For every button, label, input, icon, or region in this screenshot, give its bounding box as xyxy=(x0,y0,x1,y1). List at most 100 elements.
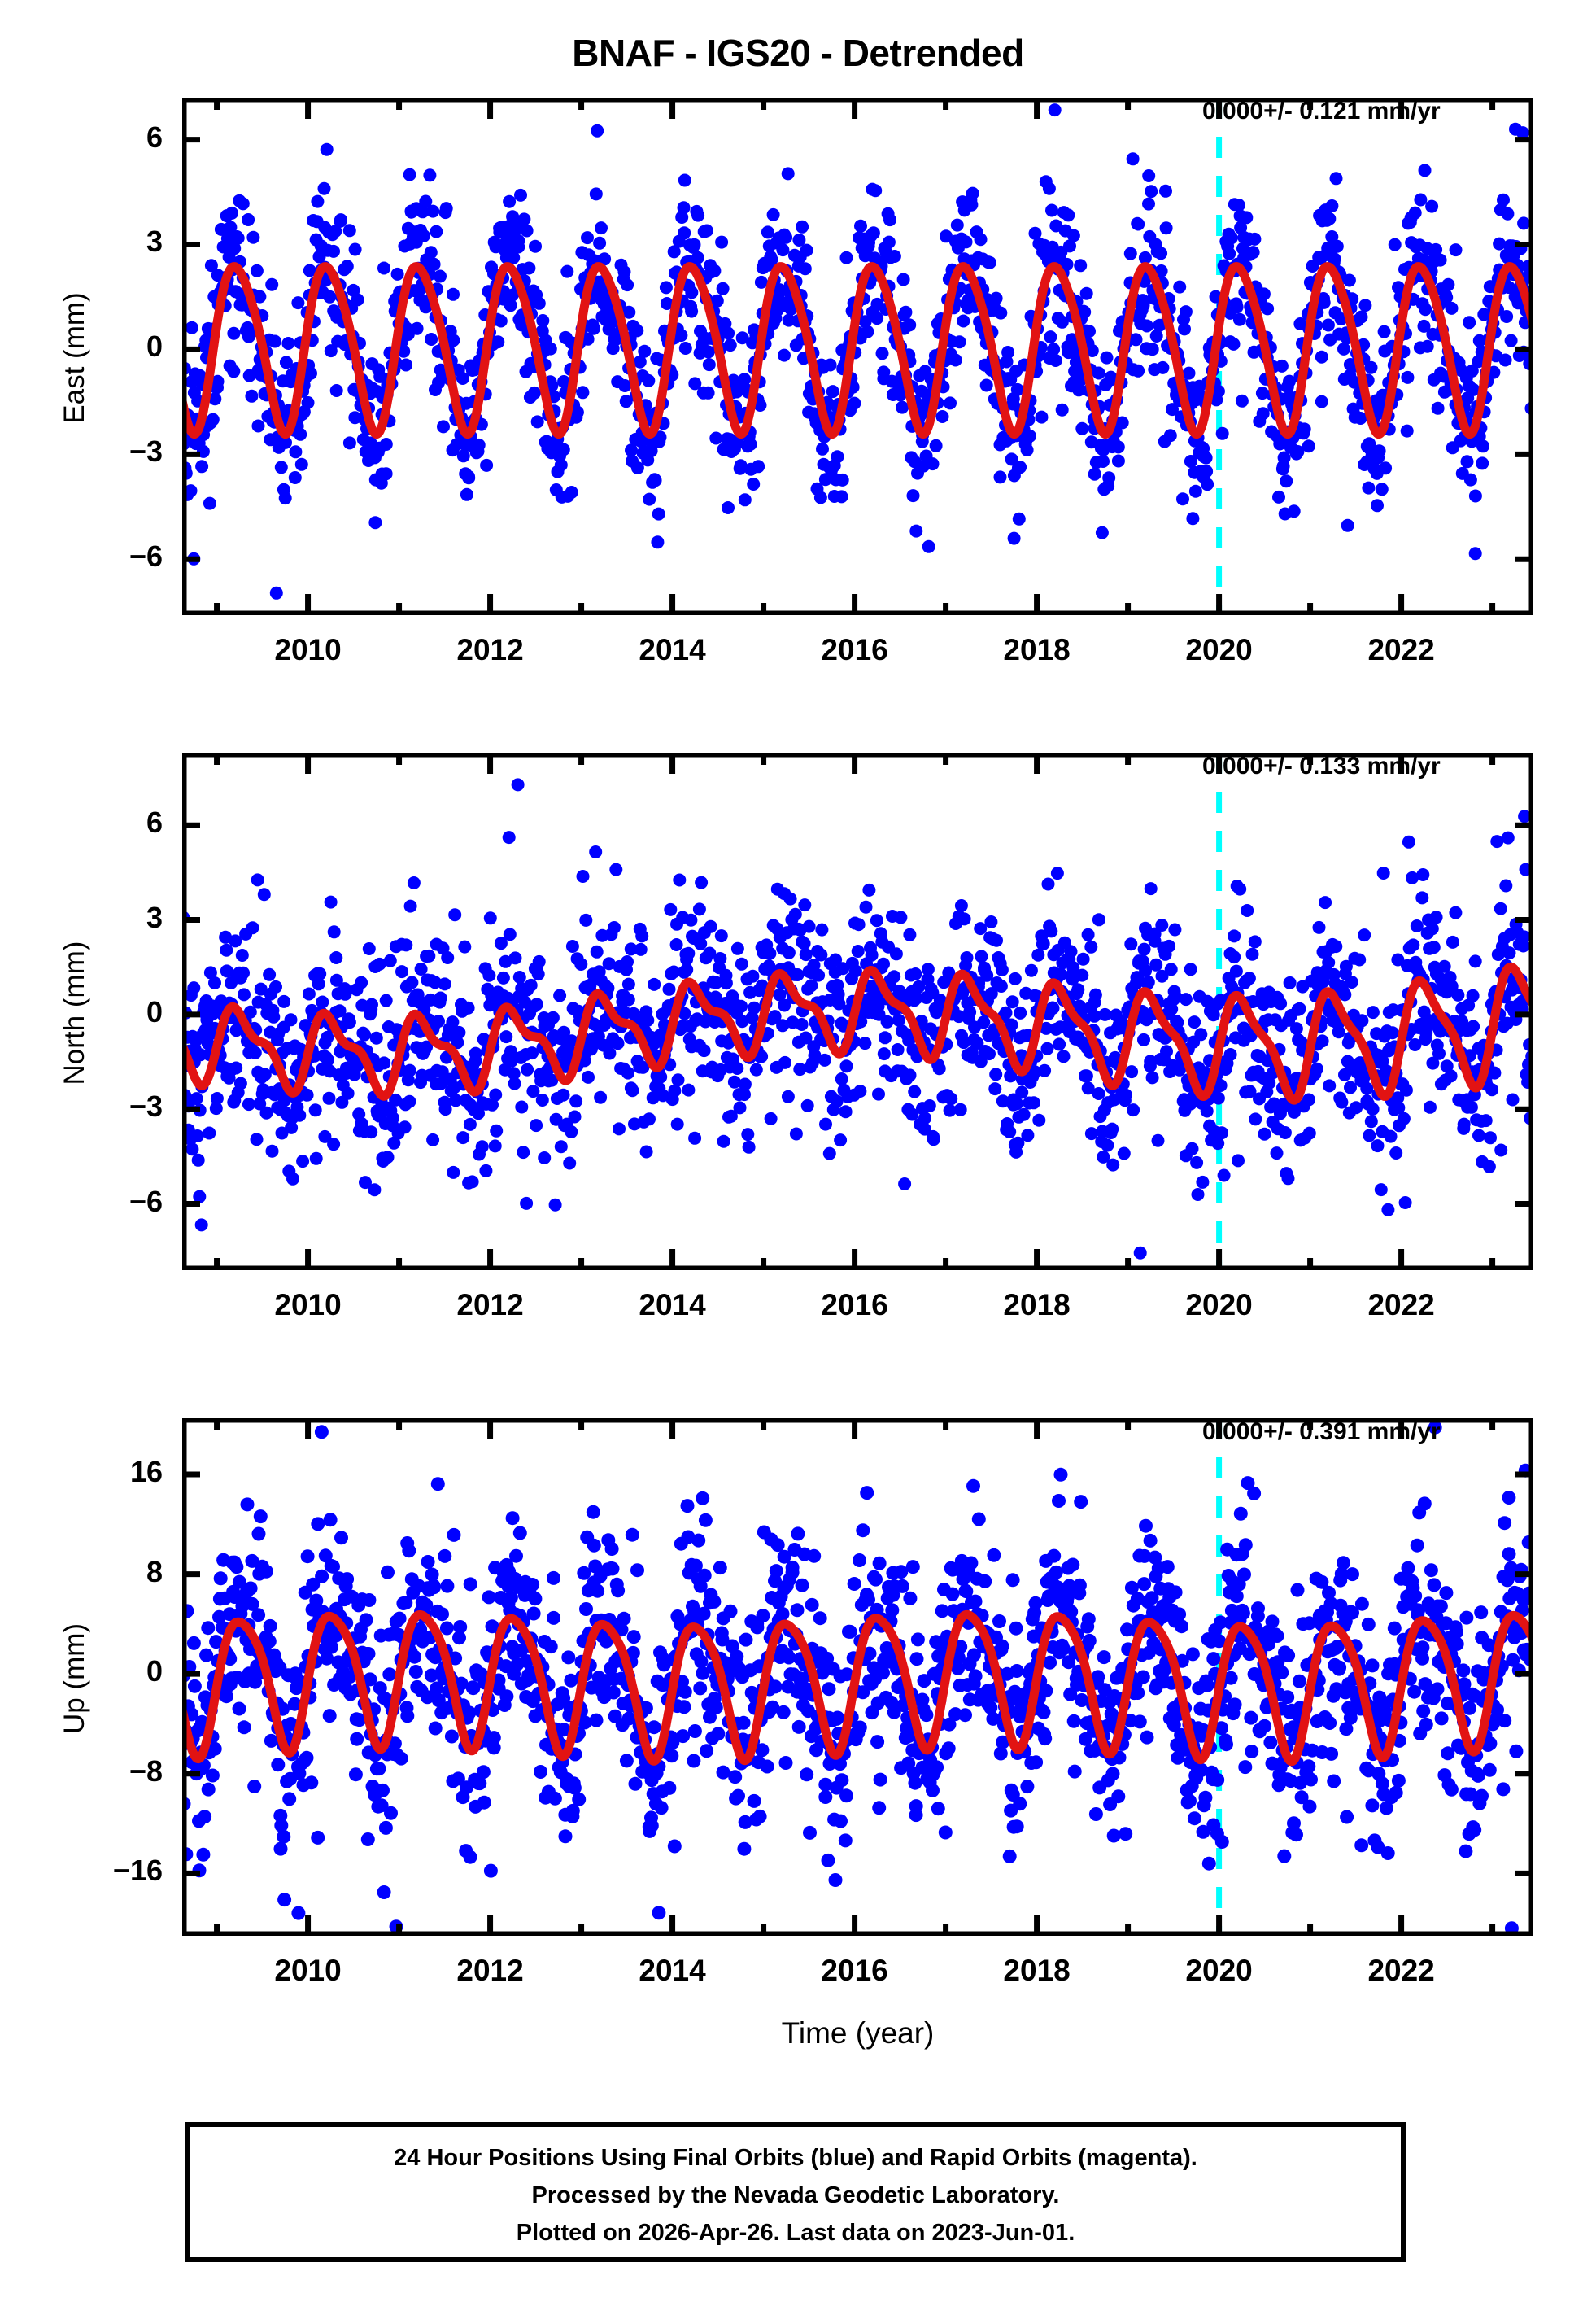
data-point xyxy=(543,342,557,356)
data-point xyxy=(1005,1573,1020,1588)
data-point xyxy=(1137,1033,1150,1046)
data-point xyxy=(1338,988,1352,1002)
data-point xyxy=(1042,181,1056,195)
data-point xyxy=(940,229,953,243)
data-point xyxy=(1049,354,1062,367)
data-point xyxy=(512,1526,527,1540)
data-point xyxy=(1137,1577,1152,1592)
data-point xyxy=(362,1593,377,1607)
data-point xyxy=(434,991,447,1005)
data-point xyxy=(463,1850,477,1864)
data-point xyxy=(968,1669,983,1684)
data-point xyxy=(722,326,735,340)
data-point xyxy=(377,1885,391,1899)
data-point xyxy=(644,1819,659,1833)
data-point xyxy=(479,1164,493,1177)
data-point xyxy=(619,1754,634,1768)
data-point xyxy=(1143,1533,1158,1548)
data-point xyxy=(240,1497,255,1512)
page-title: BNAF - IGS20 - Detrended xyxy=(572,32,1024,74)
data-point xyxy=(186,1636,201,1650)
data-point xyxy=(944,396,957,410)
data-point xyxy=(966,186,979,200)
data-point xyxy=(800,1098,814,1112)
data-point xyxy=(1358,928,1371,942)
data-point xyxy=(984,915,998,928)
data-point xyxy=(1245,947,1259,961)
data-point xyxy=(688,1131,702,1145)
data-point xyxy=(839,251,853,264)
data-point xyxy=(503,928,517,941)
data-point xyxy=(1364,1115,1378,1129)
data-point xyxy=(1092,1087,1105,1100)
data-point xyxy=(1337,1556,1350,1570)
data-point xyxy=(465,1175,479,1189)
data-point xyxy=(1028,1596,1043,1610)
data-point xyxy=(1316,975,1330,989)
data-point xyxy=(427,257,441,271)
data-point xyxy=(887,970,901,984)
data-point xyxy=(692,902,706,916)
data-point xyxy=(1440,290,1454,304)
data-point xyxy=(341,1086,355,1100)
data-point xyxy=(1302,1759,1316,1774)
data-point xyxy=(1015,1085,1029,1099)
data-point xyxy=(971,1512,986,1526)
data-point xyxy=(781,167,795,181)
data-point xyxy=(731,1788,745,1803)
data-point xyxy=(909,1808,923,1823)
data-point xyxy=(439,202,453,216)
data-point xyxy=(1384,1129,1398,1143)
data-point xyxy=(1228,1697,1242,1712)
data-point xyxy=(834,1133,848,1147)
data-point xyxy=(1105,1767,1120,1781)
data-point xyxy=(397,344,411,358)
data-point xyxy=(1335,1095,1349,1109)
data-point xyxy=(251,873,264,887)
data-point xyxy=(739,1632,753,1647)
data-point xyxy=(889,947,903,961)
data-point xyxy=(736,1715,751,1730)
data-point xyxy=(1009,1819,1024,1834)
data-point xyxy=(1072,1578,1087,1592)
data-point xyxy=(565,940,579,953)
data-point xyxy=(456,372,469,385)
data-point xyxy=(709,1700,723,1714)
data-point xyxy=(1371,499,1384,513)
data-point xyxy=(419,194,433,208)
data-point xyxy=(1097,1650,1111,1665)
data-point xyxy=(1050,867,1064,880)
data-point xyxy=(1229,1589,1244,1604)
data-point xyxy=(877,957,890,971)
data-point xyxy=(693,1681,708,1696)
data-point xyxy=(351,293,364,307)
data-point xyxy=(1088,1807,1103,1821)
data-point xyxy=(839,1059,853,1073)
data-point xyxy=(1173,280,1187,294)
data-point xyxy=(1241,904,1254,917)
data-point xyxy=(1185,1142,1199,1155)
data-point xyxy=(735,331,749,345)
data-point xyxy=(617,1611,631,1626)
data-point xyxy=(743,438,757,451)
data-point xyxy=(1289,1828,1303,1842)
data-point xyxy=(1321,318,1335,332)
data-point xyxy=(1323,212,1337,225)
data-point xyxy=(1145,343,1159,356)
data-point xyxy=(709,431,723,445)
data-point xyxy=(277,1893,292,1907)
data-point xyxy=(796,220,809,234)
data-point xyxy=(1009,1664,1024,1678)
data-point xyxy=(1463,316,1476,330)
data-point xyxy=(259,1106,273,1120)
data-point xyxy=(671,1073,685,1087)
data-point xyxy=(1182,366,1196,380)
data-point xyxy=(702,358,716,372)
data-point xyxy=(1172,1607,1187,1622)
data-point xyxy=(322,1091,336,1105)
data-point xyxy=(1258,1719,1272,1733)
data-point xyxy=(512,971,526,984)
data-point xyxy=(205,1768,220,1783)
data-point xyxy=(989,1068,1003,1081)
data-point xyxy=(327,925,341,939)
